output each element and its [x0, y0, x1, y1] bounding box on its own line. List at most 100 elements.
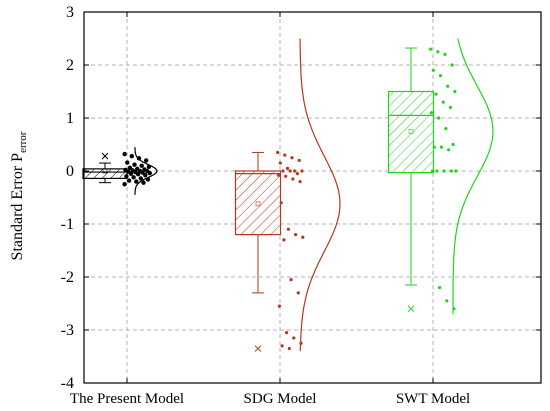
- data-point: [445, 299, 449, 303]
- y-tick-label: 2: [66, 57, 74, 74]
- data-point: [431, 68, 435, 72]
- y-tick-label: -1: [61, 216, 74, 233]
- category-label: SDG Model: [244, 391, 317, 407]
- y-axis-title-main: Standard Error P: [9, 153, 26, 261]
- data-point: [122, 151, 127, 157]
- data-point: [287, 346, 291, 351]
- data-point: [144, 158, 149, 163]
- data-point: [451, 142, 455, 147]
- data-point: [277, 304, 281, 308]
- data-point: [437, 116, 441, 120]
- grid-lines: [84, 12, 541, 383]
- data-point: [442, 169, 446, 173]
- data-point: [285, 331, 289, 335]
- data-point: [126, 178, 132, 183]
- data-point: [450, 63, 454, 67]
- data-point: [127, 165, 133, 171]
- box: [387, 90, 435, 174]
- data-point: [286, 227, 290, 231]
- data-point: [282, 238, 286, 242]
- data-point: [296, 291, 300, 295]
- data-point: [290, 156, 294, 160]
- data-point: [280, 344, 284, 348]
- data-point: [139, 163, 144, 168]
- series-group: [234, 38, 341, 352]
- density-curve: [134, 147, 158, 195]
- plot-frame: [83, 11, 542, 384]
- data-point: [444, 127, 448, 131]
- data-point: [147, 170, 152, 176]
- data-point: [134, 179, 139, 184]
- series-group: [387, 38, 494, 315]
- data-point: [448, 105, 452, 109]
- data-point: [125, 160, 130, 165]
- y-axis-title: Standard Error Perror: [9, 131, 29, 260]
- y-tick-label: -4: [61, 375, 74, 392]
- box: [234, 170, 282, 236]
- data-point: [122, 182, 127, 187]
- data-point: [281, 169, 285, 173]
- data-point: [124, 174, 129, 179]
- data-point: [453, 89, 457, 94]
- data-point: [300, 169, 304, 173]
- data-point: [138, 176, 143, 181]
- data-point: [276, 150, 280, 155]
- data-point: [434, 92, 438, 96]
- plot-marks: [82, 38, 494, 352]
- y-tick-label: 0: [66, 163, 74, 180]
- data-point: [279, 201, 283, 205]
- data-point: [131, 175, 136, 180]
- data-point: [292, 336, 296, 340]
- data-point: [435, 169, 439, 173]
- data-point: [446, 84, 450, 88]
- data-point: [432, 145, 436, 149]
- data-point: [438, 286, 442, 290]
- data-point: [429, 47, 433, 51]
- data-point: [132, 162, 137, 167]
- data-point: [293, 169, 297, 173]
- data-point: [284, 174, 288, 178]
- data-point: [441, 100, 445, 104]
- data-point: [129, 153, 134, 159]
- data-point: [298, 180, 302, 184]
- data-point: [291, 177, 295, 181]
- data-point: [449, 169, 453, 173]
- data-point: [289, 278, 293, 282]
- data-point: [140, 170, 145, 175]
- data-point: [430, 169, 434, 173]
- data-point: [439, 145, 443, 149]
- box: [82, 168, 128, 180]
- data-point: [278, 161, 282, 165]
- density-curve: [452, 38, 494, 315]
- data-point: [135, 171, 141, 177]
- density-curve: [299, 38, 341, 352]
- y-tick-label: -2: [61, 269, 74, 286]
- data-point: [295, 172, 299, 176]
- data-point: [141, 180, 146, 185]
- data-point: [443, 52, 447, 57]
- data-point: [429, 111, 434, 115]
- category-label: SWT Model: [396, 391, 470, 407]
- data-point: [143, 173, 148, 178]
- data-point: [438, 74, 443, 78]
- y-axis-title-subscript: error: [17, 131, 29, 153]
- mean-marker: [102, 168, 108, 174]
- y-tick-label: -3: [61, 322, 74, 339]
- data-point: [128, 171, 134, 176]
- data-point: [283, 153, 287, 157]
- data-point: [285, 166, 290, 170]
- data-point: [294, 233, 298, 237]
- data-point: [276, 173, 281, 177]
- outlier-marker: [254, 345, 262, 352]
- data-point: [436, 50, 440, 54]
- data-point: [447, 148, 451, 152]
- series-group: [82, 147, 158, 195]
- y-tick-label: 1: [66, 110, 74, 127]
- y-tick-label: 3: [66, 4, 74, 21]
- mean-marker: [255, 201, 261, 207]
- data-point: [454, 169, 458, 173]
- data-point: [288, 169, 292, 173]
- data-point: [297, 158, 301, 162]
